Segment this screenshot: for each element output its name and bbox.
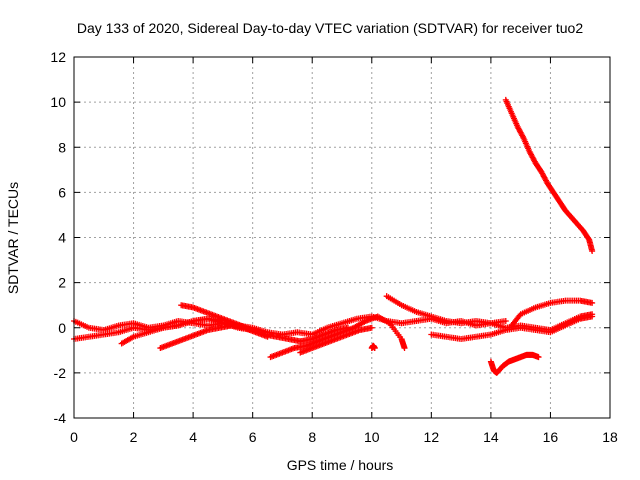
x-tick-label: 14 bbox=[483, 429, 499, 445]
plot-frame bbox=[73, 56, 611, 419]
series-track-k bbox=[428, 313, 596, 343]
series-track-g bbox=[297, 324, 375, 356]
y-tick-label: 2 bbox=[58, 275, 66, 291]
x-tick-label: 2 bbox=[130, 429, 138, 445]
series-track-h bbox=[368, 342, 378, 352]
y-axis-label: SDTVAR / TECUs bbox=[5, 182, 21, 294]
x-tick-label: 6 bbox=[249, 429, 257, 445]
data-point bbox=[368, 324, 375, 331]
series-track-c bbox=[118, 315, 226, 347]
x-tick-label: 16 bbox=[543, 429, 559, 445]
y-tick-label: 10 bbox=[50, 94, 66, 110]
y-tick-label: 0 bbox=[58, 320, 66, 336]
x-tick-label: 8 bbox=[308, 429, 316, 445]
series-track-j bbox=[508, 297, 596, 329]
y-tick-label: -2 bbox=[54, 365, 67, 381]
y-tick-label: 4 bbox=[58, 230, 66, 246]
data-point bbox=[589, 299, 596, 306]
data-point bbox=[535, 354, 542, 361]
y-tick-label: 12 bbox=[50, 49, 66, 65]
series-track-l bbox=[487, 351, 542, 376]
chart-title: Day 133 of 2020, Sidereal Day-to-day VTE… bbox=[77, 20, 584, 36]
y-tick-label: 6 bbox=[58, 184, 66, 200]
data-point bbox=[589, 313, 596, 320]
x-tick-label: 18 bbox=[602, 429, 618, 445]
y-tick-label: -4 bbox=[54, 410, 67, 426]
axis-ticks: 0 2 4 6 8 10 12 14 16 18 -4 -2 0 2 4 6 8 10 12 bbox=[50, 49, 618, 445]
data-point bbox=[401, 345, 408, 352]
series-track-m bbox=[502, 96, 596, 255]
data-series bbox=[71, 96, 596, 376]
series-track-e bbox=[178, 302, 351, 345]
data-point bbox=[371, 345, 378, 352]
series-track-f bbox=[267, 313, 408, 361]
x-axis-label: GPS time / hours bbox=[287, 457, 394, 473]
y-tick-label: 8 bbox=[58, 139, 66, 155]
data-point bbox=[589, 248, 596, 255]
x-tick-label: 12 bbox=[424, 429, 440, 445]
data-point bbox=[502, 317, 509, 324]
x-tick-label: 10 bbox=[364, 429, 380, 445]
x-tick-label: 4 bbox=[189, 429, 197, 445]
x-tick-label: 0 bbox=[70, 429, 78, 445]
